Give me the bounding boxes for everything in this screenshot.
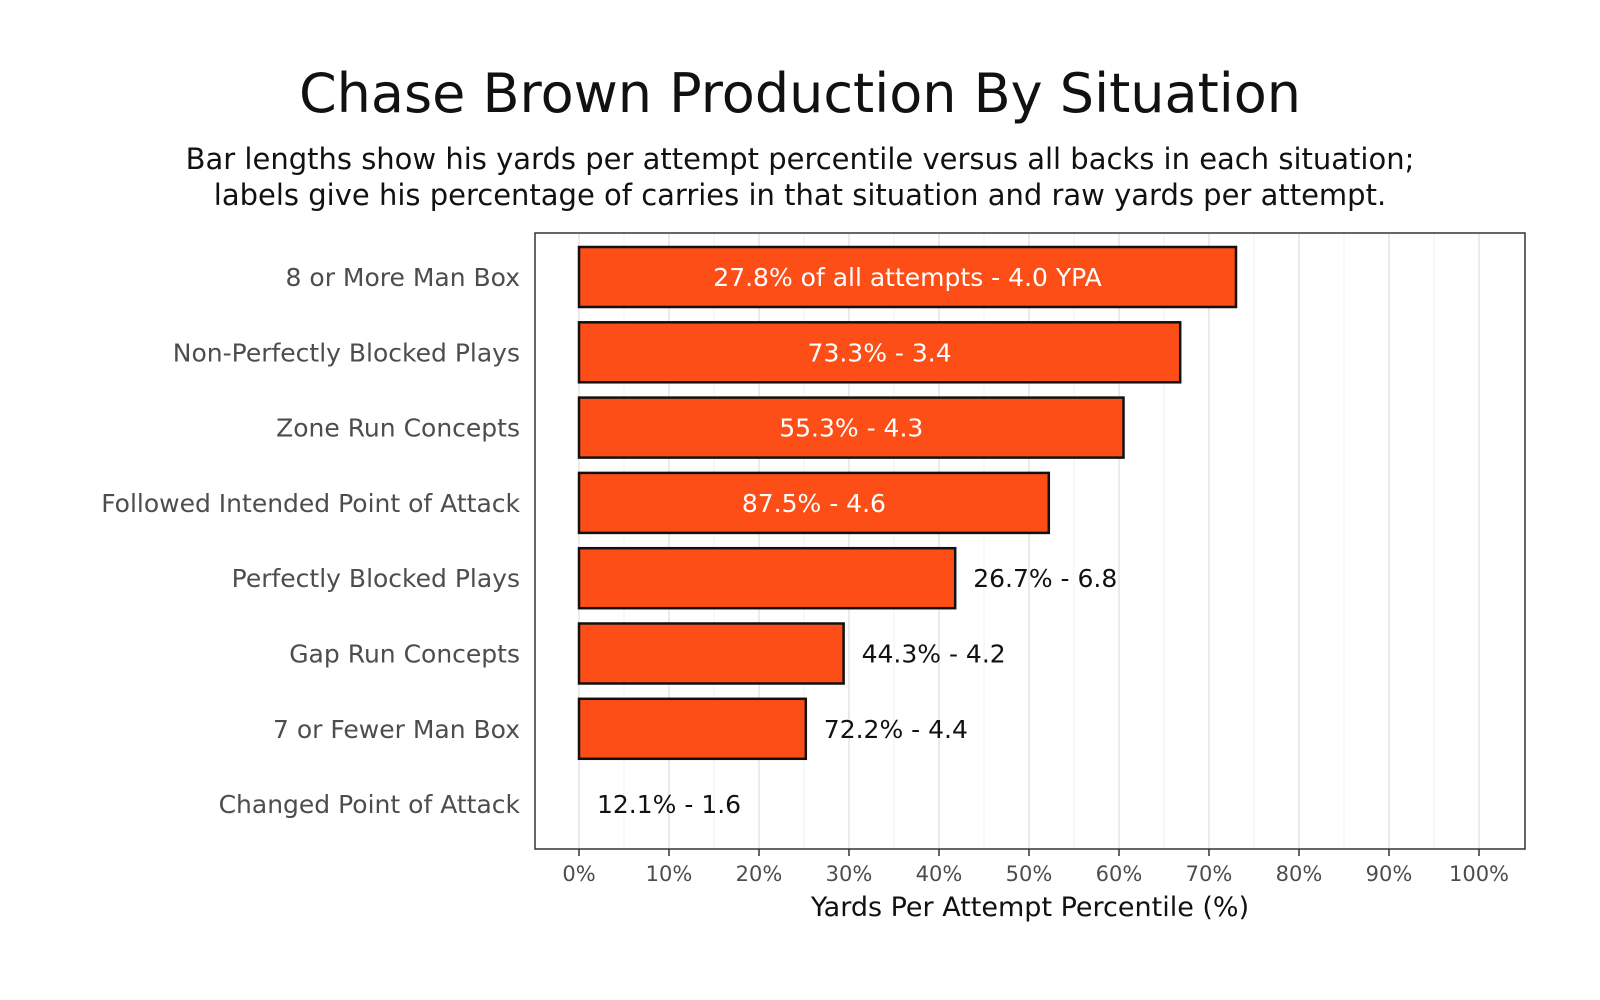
- bars: [577, 245, 1238, 761]
- bar: [577, 697, 808, 761]
- category-label: Zone Run Concepts: [276, 414, 520, 443]
- x-tick-label: 80%: [1276, 862, 1323, 886]
- bar-labels: 27.8% of all attempts - 4.0 YPA 73.3% - 3…: [597, 263, 1117, 819]
- subtitle-line-2: labels give his percentage of carries in…: [213, 178, 1387, 212]
- chart-subtitle: Bar lengths show his yards per attempt p…: [0, 141, 1600, 213]
- bar: [577, 546, 957, 610]
- x-axis-ticks: 0% 10% 20% 30% 40% 50% 60% 70% 80% 90% 100%: [562, 849, 1509, 886]
- plot-panel-border: [534, 232, 1526, 850]
- category-label: Changed Point of Attack: [219, 790, 521, 819]
- x-tick-label: 50%: [1006, 862, 1053, 886]
- bar-value-label: 44.3% - 4.2: [862, 640, 1006, 669]
- category-label: 8 or More Man Box: [286, 263, 520, 292]
- category-label: Gap Run Concepts: [289, 640, 520, 669]
- bar-value-label: 26.7% - 6.8: [973, 564, 1117, 593]
- bar: [577, 245, 1238, 309]
- category-label: 7 or Fewer Man Box: [273, 715, 520, 744]
- bar: [577, 622, 845, 685]
- x-axis-title: Yards Per Attempt Percentile (%): [810, 892, 1249, 923]
- x-tick-label: 40%: [916, 862, 963, 886]
- x-tick-label: 10%: [646, 862, 693, 886]
- bar-value-label: 55.3% - 4.3: [779, 414, 923, 443]
- x-tick-label: 60%: [1096, 862, 1143, 886]
- category-labels: 8 or More Man Box Non-Perfectly Blocked P…: [101, 263, 520, 819]
- x-tick-label: 30%: [826, 862, 873, 886]
- x-tick-label: 70%: [1186, 862, 1233, 886]
- category-label: Non-Perfectly Blocked Plays: [173, 338, 520, 367]
- subtitle-line-1: Bar lengths show his yards per attempt p…: [185, 142, 1415, 176]
- bar-value-label: 87.5% - 4.6: [742, 489, 886, 518]
- x-tick-label: 100%: [1449, 862, 1509, 886]
- bar-value-label: 73.3% - 3.4: [808, 338, 952, 367]
- bar-value-label: 72.2% - 4.4: [824, 715, 968, 744]
- category-label: Followed Intended Point of Attack: [101, 489, 520, 518]
- chart-title: Chase Brown Production By Situation: [298, 62, 1302, 125]
- bar-value-label: 27.8% of all attempts - 4.0 YPA: [713, 263, 1101, 292]
- bar: [577, 396, 1125, 459]
- x-tick-label: 0%: [562, 862, 595, 886]
- x-tick-label: 90%: [1366, 862, 1413, 886]
- category-label: Perfectly Blocked Plays: [232, 564, 520, 593]
- x-tick-label: 20%: [736, 862, 783, 886]
- bar: [577, 471, 1051, 535]
- bar: [577, 321, 1182, 384]
- bar-value-label: 12.1% - 1.6: [597, 790, 741, 819]
